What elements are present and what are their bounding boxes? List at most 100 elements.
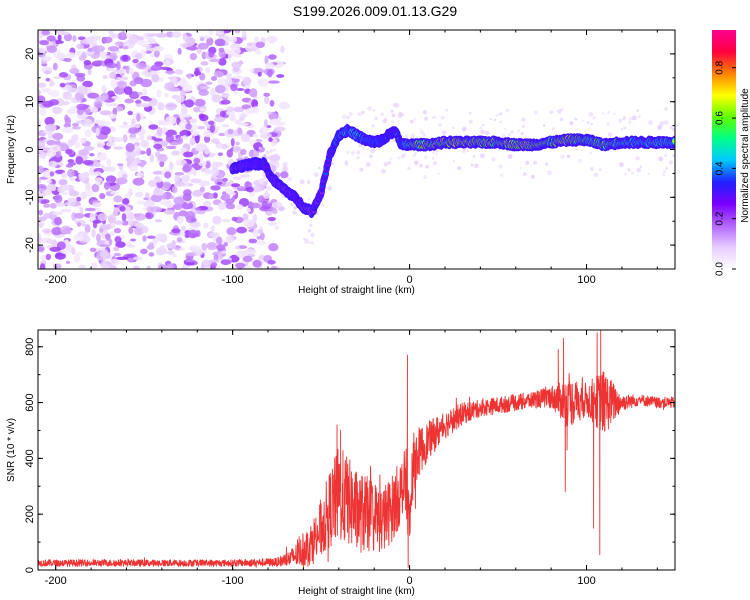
spectrogram-noise-dot: [304, 238, 310, 244]
spectrogram-noise-blob: [46, 139, 57, 146]
spectrogram-noise-blob: [225, 198, 235, 205]
spectrogram-noise-blob: [132, 58, 139, 64]
spectrogram-noise-blob: [198, 160, 207, 167]
spectrogram-noise-blob: [127, 156, 136, 163]
spectrogram-noise-blob: [89, 153, 95, 157]
spectrogram-noise-blob: [157, 120, 166, 126]
spectrogram-noise-blob: [134, 213, 146, 221]
spectrogram-noise-blob: [278, 101, 290, 110]
spectrogram-noise-blob: [176, 136, 184, 145]
spectrogram-noise-dot: [375, 117, 379, 120]
spectrogram-noise-dot: [309, 241, 311, 244]
spectrogram-noise-dot: [664, 107, 668, 111]
spectrogram-noise-blob: [73, 254, 81, 263]
spectrogram-noise-dot: [665, 166, 669, 170]
snr-ticks: -200 -100 0 100 0 200 400 600 800: [24, 330, 675, 587]
spectrogram-noise-blob: [96, 233, 101, 243]
spectrogram-noise-dot: [589, 151, 593, 155]
spectrogram-noise-blob: [39, 108, 47, 117]
spectrogram-noise-blob: [58, 142, 68, 151]
spectrogram-noise-blob: [266, 125, 272, 128]
spectrogram-noise-blob: [246, 207, 252, 213]
spectrogram-noise-blob: [165, 145, 177, 150]
spectrogram-noise-dot: [618, 119, 623, 123]
spectrogram-noise-blob: [246, 107, 253, 114]
spectrogram-noise-blob: [154, 187, 160, 194]
spectrogram-noise-blob: [199, 186, 205, 193]
spectrogram-noise-blob: [71, 126, 81, 130]
spectrogram-noise-blob: [152, 170, 165, 175]
spectrogram-noise-blob: [166, 242, 177, 249]
spectrogram-noise-blob: [183, 42, 194, 47]
spectrogram-noise-dot: [310, 232, 315, 237]
spectrogram-noise-blob: [235, 245, 240, 250]
spectrogram-noise-blob: [217, 202, 226, 210]
spectrogram-noise-blob: [141, 88, 148, 96]
spectrogram-noise-blob: [195, 143, 201, 152]
spectrogram-noise-blob: [76, 222, 82, 227]
spectrogram-noise-blob: [143, 200, 155, 208]
spectrogram-noise-dot: [560, 154, 565, 160]
spectrogram-noise-blob: [119, 124, 130, 129]
spectrogram-noise-blob: [140, 225, 149, 234]
spectrogram-noise-dot: [505, 108, 509, 112]
spectrogram-noise-dot: [419, 164, 423, 168]
spectrogram-noise-blob: [136, 172, 144, 178]
spectrogram-noise-blob: [162, 182, 172, 189]
x-tick-label: -200: [45, 575, 67, 587]
spectrogram-noise-blob: [38, 89, 41, 96]
spectrogram-noise-blob: [127, 257, 135, 263]
spectrogram-noise-blob: [102, 75, 108, 80]
spectrogram-noise-blob: [92, 162, 102, 168]
spectrogram-noise-dot: [628, 120, 632, 124]
spectrogram-noise-dot: [499, 173, 504, 177]
spectrogram-noise-dot: [404, 134, 409, 139]
colorbar: 0.0 0.2 0.4 0.6 0.8 Normalized spectral ampl…: [712, 30, 750, 276]
spectrogram-noise-blob: [81, 118, 93, 128]
spectrogram-noise-dot: [258, 146, 262, 150]
spectrogram-noise-dot: [523, 172, 527, 176]
spectrogram-noise-dot: [293, 206, 297, 210]
spectrogram-noise-blob: [121, 76, 129, 80]
spectrogram-noise-dot: [663, 170, 667, 174]
spectrogram-noise-blob: [62, 100, 70, 106]
colorbar-tick-label: 0.6: [715, 111, 726, 125]
spectrogram-noise-dot: [392, 114, 395, 117]
spectrogram-noise-blob: [171, 228, 181, 234]
spectrogram-noise-blob: [182, 84, 193, 92]
spectrogram-noise-blob: [263, 95, 270, 105]
spectrogram-noise-dot: [638, 115, 641, 118]
spectrogram-noise-blob: [220, 99, 231, 105]
spectrogram-noise-blob: [122, 121, 128, 126]
spectrogram-noise-blob: [221, 92, 230, 98]
spectrogram-noise-blob: [227, 52, 233, 61]
spectrogram-noise-blob: [121, 54, 129, 62]
spectrogram-noise-dot: [510, 130, 514, 134]
spectrogram-noise-blob: [210, 262, 218, 268]
spectrogram-noise-dot: [547, 170, 552, 176]
snr-series-line: [38, 330, 675, 570]
spectrogram-noise-blob: [95, 103, 102, 109]
spectrogram-noise-dot: [438, 123, 443, 127]
spectrogram-noise-blob: [267, 260, 276, 265]
spectrogram-noise-blob: [150, 64, 163, 71]
spectrogram-noise-dot: [370, 148, 376, 154]
spectrogram-noise-dot: [346, 115, 350, 120]
spectrogram-noise-blob: [105, 223, 112, 230]
spectrogram-data: [38, 30, 675, 269]
spectrogram-noise-dot: [432, 161, 437, 166]
spectrogram-noise-blob: [182, 135, 188, 141]
spectrogram-noise-dot: [273, 148, 276, 152]
spectrogram-noise-blob: [179, 89, 186, 98]
spectrogram-noise-blob: [41, 87, 52, 93]
spectrogram-noise-blob: [139, 134, 145, 142]
colorbar-tick-label: 0.2: [715, 211, 726, 225]
spectrogram-noise-blob: [165, 102, 177, 111]
spectrogram-noise-dot: [495, 113, 499, 117]
spectrogram-noise-blob: [193, 157, 201, 164]
spectrogram-noise-blob: [249, 68, 255, 73]
spectrogram-noise-blob: [179, 247, 186, 251]
spectrogram-noise-blob: [113, 220, 124, 226]
spectrogram-noise-blob: [101, 85, 107, 93]
spectrogram-noise-dot: [636, 167, 641, 173]
